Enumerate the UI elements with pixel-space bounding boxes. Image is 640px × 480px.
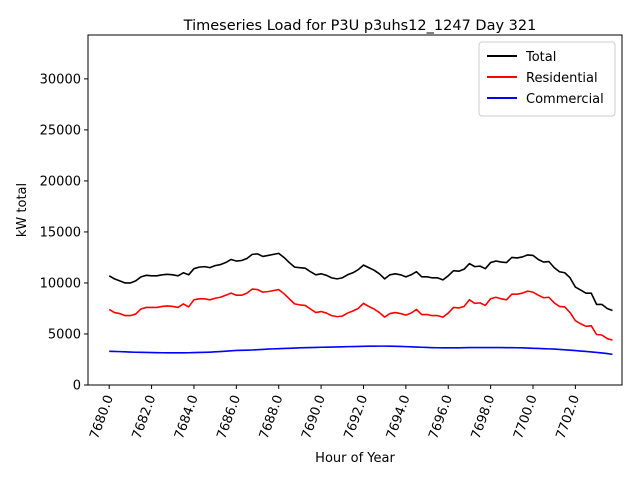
y-tick-label: 30000	[40, 72, 81, 87]
y-tick-label: 20000	[40, 174, 81, 189]
y-tick-label: 15000	[40, 225, 81, 240]
legend-label-residential: Residential	[526, 71, 598, 86]
plot-series	[108, 252, 613, 356]
y-axis-label: kW total	[15, 183, 30, 237]
series-line-commercial	[109, 345, 613, 356]
legend-label-total: Total	[525, 50, 556, 65]
y-tick-label: 25000	[40, 123, 81, 138]
series-line-total	[108, 252, 613, 312]
plot-frame	[87, 34, 623, 386]
y-axis: 0 5000 10000 15000 20000 25000 30000	[40, 72, 88, 394]
y-tick-label: 10000	[40, 276, 81, 291]
chart-title: Timeseries Load for P3U p3uhs12_1247 Day…	[183, 18, 537, 34]
series-line-residential	[108, 288, 613, 341]
legend: Total Residential Commercial	[478, 41, 616, 117]
y-tick-label: 5000	[48, 327, 81, 342]
y-tick-label: 0	[73, 379, 81, 394]
x-axis-label: Hour of Year	[315, 451, 395, 466]
legend-label-commercial: Commercial	[526, 92, 604, 107]
